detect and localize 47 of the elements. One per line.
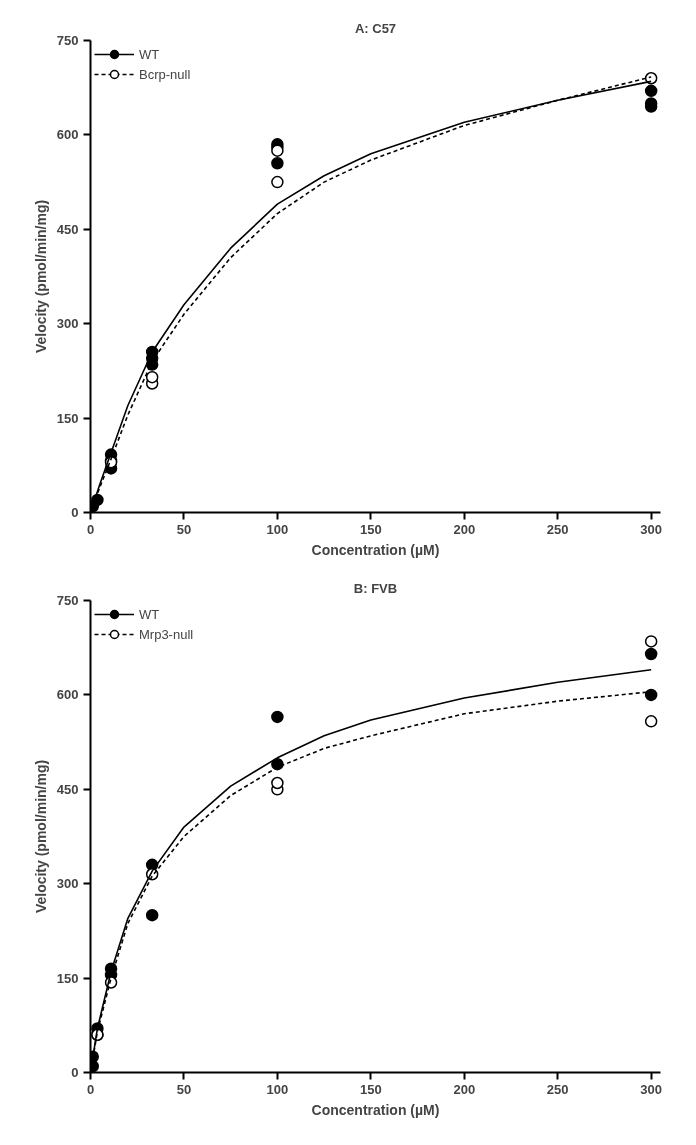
chart-title: B: FVB	[353, 580, 398, 596]
x-tick-label: 50	[176, 521, 192, 537]
x-tick-label: 300	[640, 521, 663, 537]
y-tick-label: 0	[71, 1065, 79, 1080]
point	[644, 688, 658, 702]
point	[644, 635, 658, 648]
x-axis-title: Concentration (µM)	[311, 1101, 440, 1118]
x-tick-label: 300	[640, 1081, 663, 1097]
legend-label: Mrp3-null	[139, 626, 194, 642]
x-tick-label: 0	[86, 1081, 95, 1097]
point	[271, 156, 284, 170]
point	[644, 84, 658, 98]
point	[271, 710, 284, 724]
y-tick-label: 600	[56, 127, 79, 143]
x-tick-label: 50	[176, 1081, 192, 1097]
y-tick-label: 450	[56, 221, 79, 237]
y-tick-label: 750	[56, 593, 79, 608]
y-tick-label: 0	[71, 505, 79, 520]
point	[145, 370, 159, 384]
legend-label: WT	[139, 46, 160, 62]
y-tick-label: 300	[56, 316, 79, 332]
x-tick-label: 150	[359, 1081, 382, 1097]
x-tick-label: 100	[266, 521, 289, 537]
y-tick-label: 150	[56, 410, 79, 426]
legend-label: WT	[139, 606, 160, 622]
y-tick-label: 750	[56, 33, 79, 48]
x-tick-label: 200	[453, 521, 476, 537]
x-tick-label: 250	[546, 521, 569, 537]
point	[145, 908, 159, 922]
x-tick-label: 200	[453, 1081, 476, 1097]
y-tick-label: 150	[56, 970, 79, 986]
y-tick-label: 600	[56, 687, 79, 703]
x-tick-label: 250	[546, 1081, 569, 1097]
point	[271, 776, 284, 790]
y-axis-title: Velocity (pmol/min/mg)	[32, 199, 49, 354]
point	[644, 647, 658, 661]
chart-title: A: C57	[354, 20, 397, 36]
y-axis-title: Velocity (pmol/min/mg)	[32, 759, 49, 914]
legend-label: Bcrp-null	[139, 66, 191, 82]
point	[271, 175, 284, 189]
point	[644, 715, 658, 728]
y-tick-label: 450	[56, 781, 79, 797]
y-tick-label: 300	[56, 876, 79, 892]
x-tick-label: 0	[86, 521, 95, 537]
x-tick-label: 100	[266, 1081, 289, 1097]
x-axis-title: Concentration (µM)	[311, 541, 440, 558]
x-tick-label: 150	[359, 521, 382, 537]
